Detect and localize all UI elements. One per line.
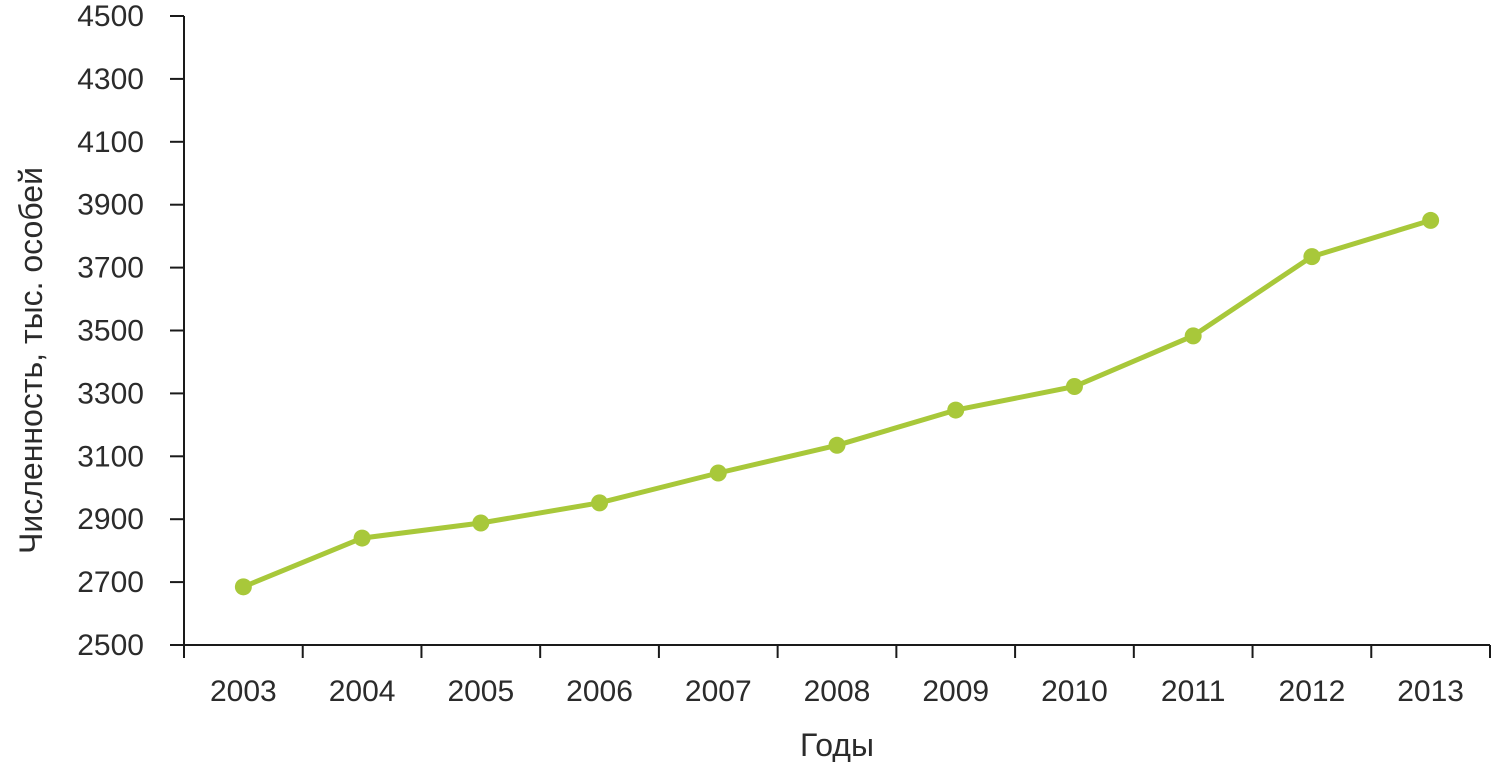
- y-tick-label: 3100: [77, 440, 144, 473]
- x-axis-title: Годы: [800, 727, 874, 762]
- x-tick-label: 2008: [804, 675, 871, 708]
- data-point: [234, 578, 252, 596]
- data-point: [947, 401, 965, 419]
- data-point: [472, 514, 490, 532]
- x-tick-label: 2006: [566, 675, 633, 708]
- data-point: [353, 529, 371, 547]
- x-tick-label: 2013: [1397, 675, 1464, 708]
- y-tick-label: 2900: [77, 503, 144, 536]
- x-tick-label: 2003: [210, 675, 277, 708]
- data-point: [709, 464, 727, 482]
- x-tick-label: 2012: [1279, 675, 1346, 708]
- y-axis: 2500 2700 2900 3100 3300 3500 3700 3900 4100 4300…: [77, 0, 185, 662]
- y-tick-label: 3500: [77, 315, 144, 348]
- data-point: [591, 494, 609, 512]
- data-point: [1065, 377, 1083, 395]
- x-tick-label: 2005: [447, 675, 514, 708]
- x-tick-label: 2010: [1041, 675, 1108, 708]
- data-point: [828, 436, 846, 454]
- data-point: [1422, 211, 1440, 229]
- data-point: [1184, 327, 1202, 345]
- y-tick-label: 3300: [77, 377, 144, 410]
- y-tick-label: 3700: [77, 252, 144, 285]
- series: [234, 211, 1440, 596]
- y-tick-label: 4500: [77, 0, 144, 33]
- x-tick-label: 2004: [329, 675, 396, 708]
- y-axis-title: Численность, тыс. особей: [13, 167, 49, 554]
- x-axis: 2003 2004 2005 2006 2007 2008 2009 2010 2011 2012…: [183, 644, 1491, 708]
- y-tick-label: 2700: [77, 566, 144, 599]
- x-tick-label: 2011: [1161, 675, 1226, 708]
- series-line: [240, 217, 1434, 590]
- x-tick-label: 2009: [922, 675, 989, 708]
- y-tick-label: 4100: [77, 126, 144, 159]
- data-point: [1303, 248, 1321, 266]
- y-tick-label: 2500: [77, 629, 144, 662]
- y-tick-label: 3900: [77, 189, 144, 222]
- y-tick-label: 4300: [77, 63, 144, 96]
- x-tick-label: 2007: [685, 675, 752, 708]
